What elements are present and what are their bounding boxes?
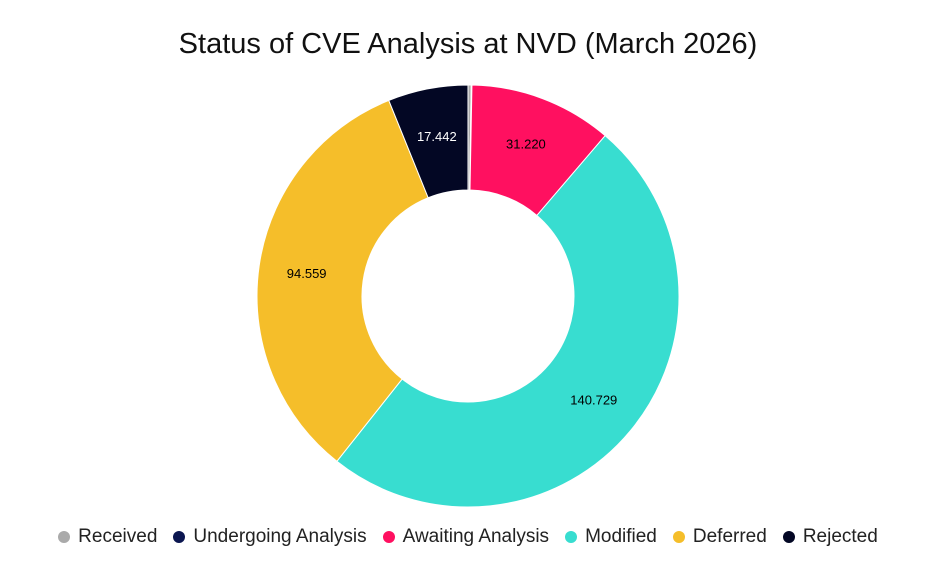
legend-item: Received xyxy=(58,526,157,548)
data-label: 17.442 xyxy=(417,129,457,144)
legend-marker-icon xyxy=(382,531,395,543)
legend-label: Deferred xyxy=(692,526,767,547)
slice-modified xyxy=(336,134,680,508)
data-label: 140.729 xyxy=(570,393,617,408)
legend-label: Rejected xyxy=(802,526,878,547)
data-label: 31.220 xyxy=(506,137,546,152)
legend-marker-icon xyxy=(672,531,685,543)
chart-title: Status of CVE Analysis at NVD (March 202… xyxy=(178,28,758,60)
legend-item: Deferred xyxy=(672,526,767,548)
legend-label: Awaiting Analysis xyxy=(402,526,550,547)
legend-marker-icon xyxy=(58,531,71,543)
legend-marker-icon xyxy=(173,531,186,543)
legend: Received Undergoing Analysis Awaiting Anal… xyxy=(0,526,936,548)
legend-label: Undergoing Analysis xyxy=(193,526,367,547)
legend-item: Modified xyxy=(565,526,657,548)
legend-label: Received xyxy=(78,526,158,547)
legend-item: Awaiting Analysis xyxy=(382,526,550,548)
legend-label: Modified xyxy=(585,526,657,547)
data-label: 94.559 xyxy=(287,266,327,281)
legend-marker-icon xyxy=(565,531,578,543)
legend-marker-icon xyxy=(782,531,795,543)
legend-item: Rejected xyxy=(782,526,878,548)
slice-rejected xyxy=(388,84,469,199)
legend-item: Undergoing Analysis xyxy=(173,526,367,548)
slice-deferred xyxy=(256,99,429,463)
